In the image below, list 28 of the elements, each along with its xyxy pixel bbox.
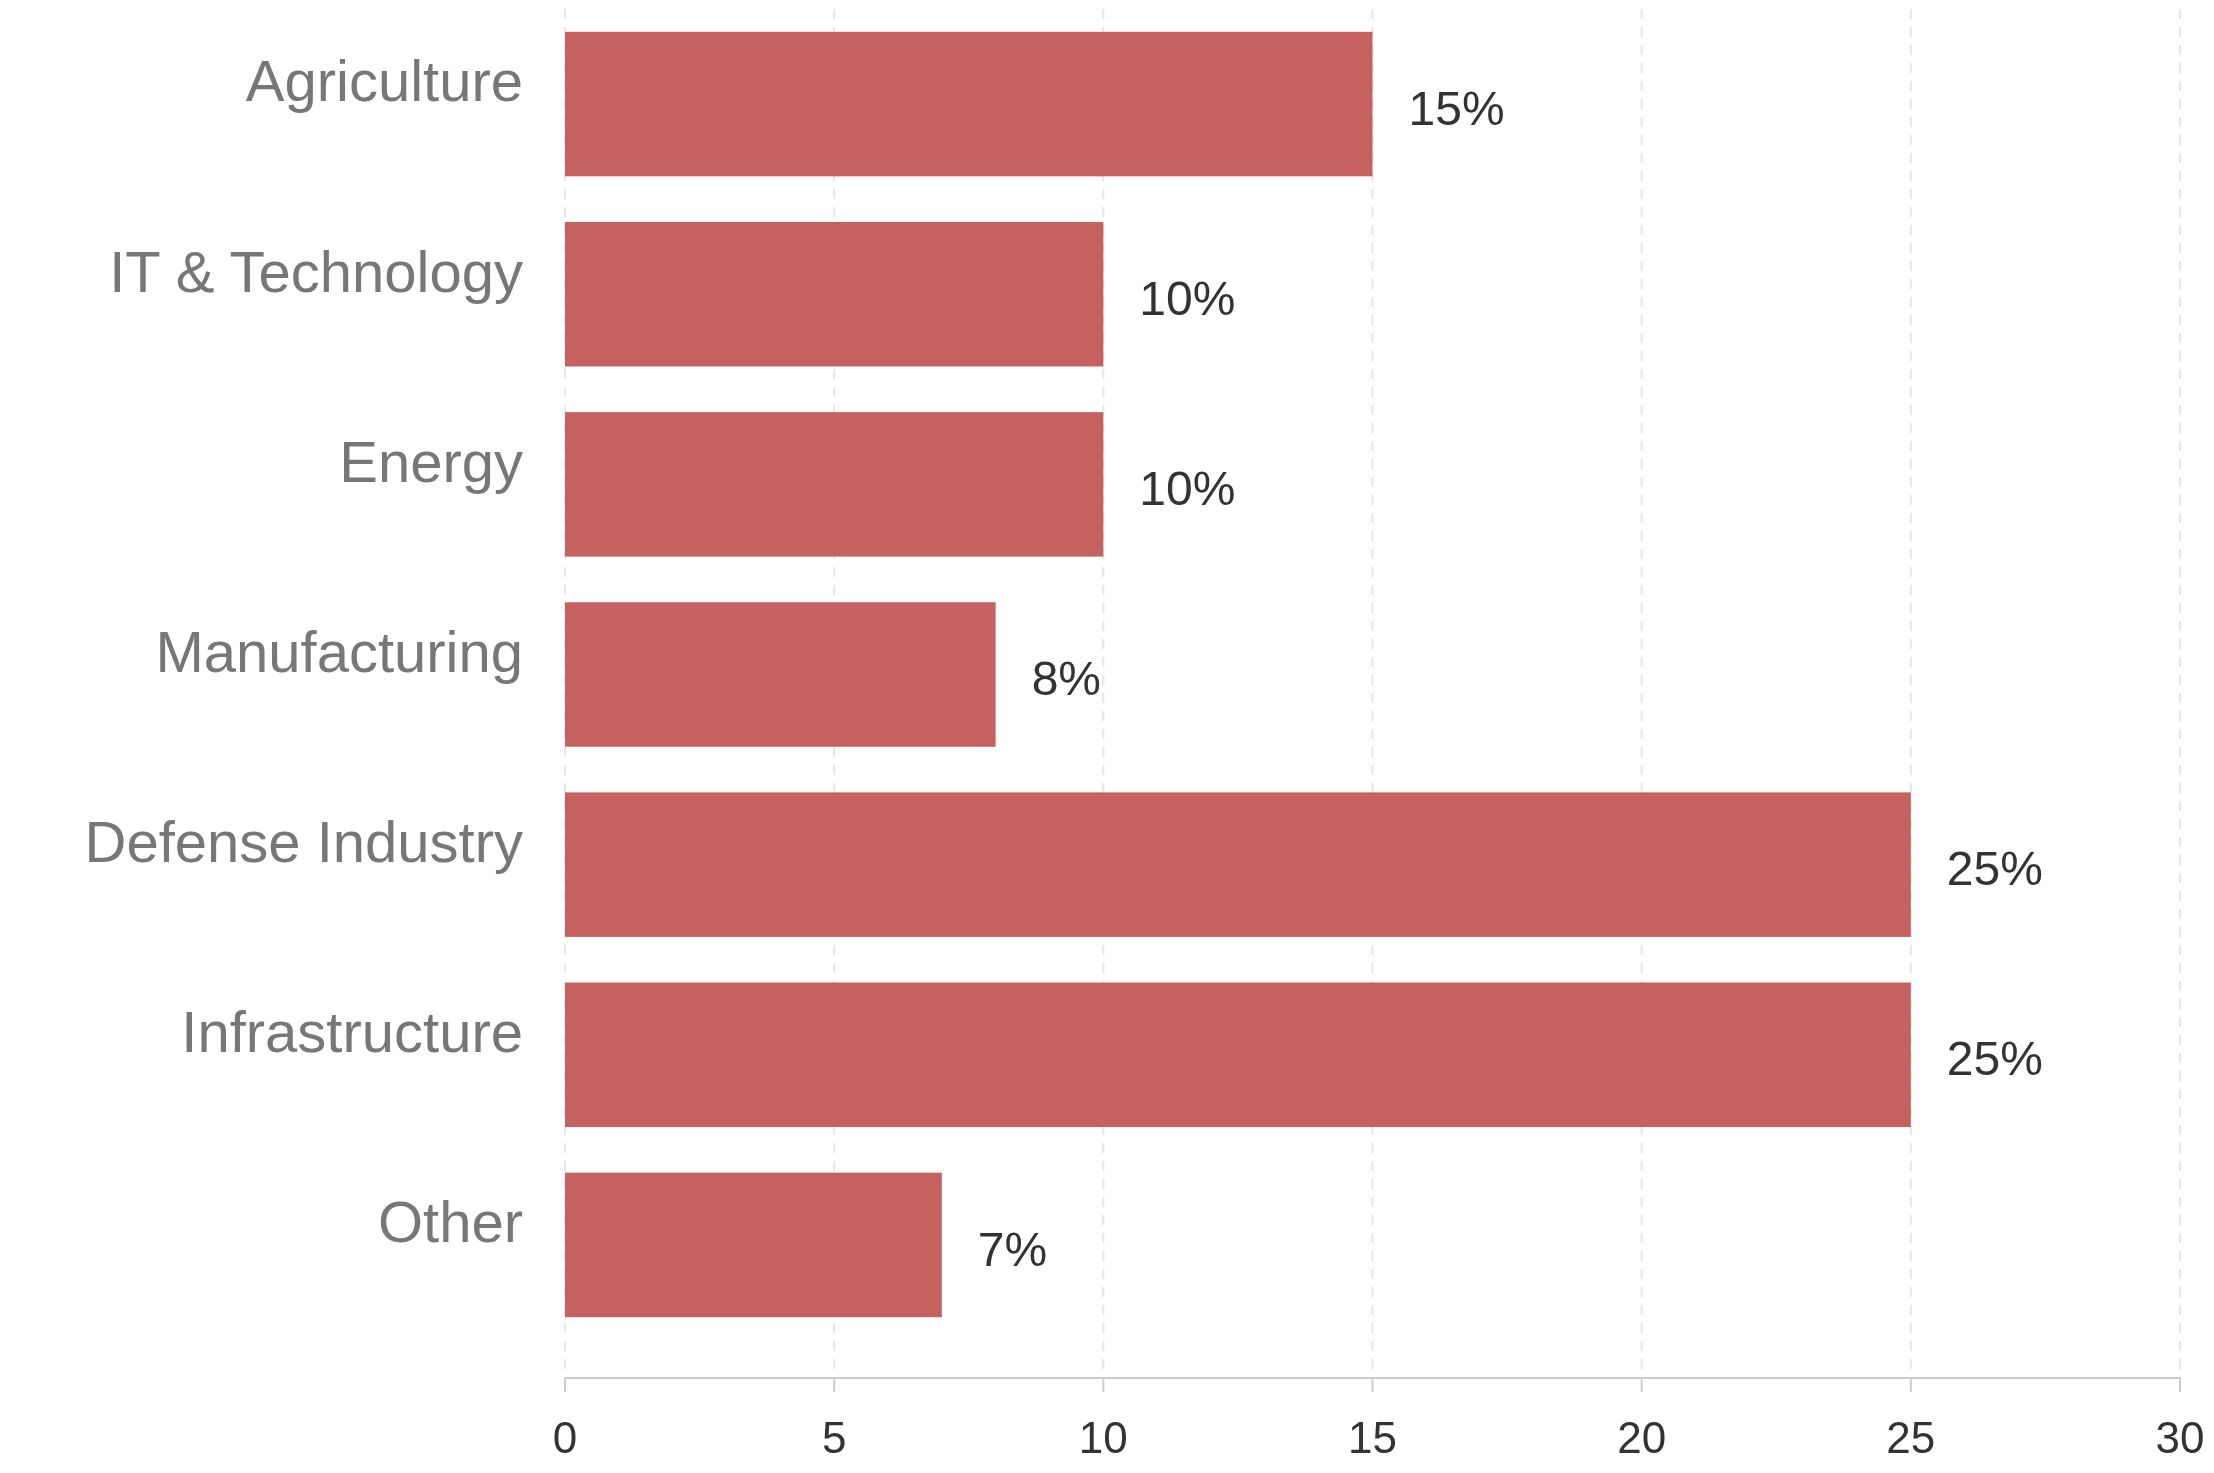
bar [565,792,1911,937]
bar [565,1172,942,1318]
bar [565,221,1104,367]
bar [565,31,1373,177]
y-tick-label: Manufacturing [155,618,523,684]
data-label: 8% [1031,652,1102,706]
x-tick-label: 0 [552,1413,578,1462]
data-label: 25% [1946,842,2043,896]
x-tick-label: 20 [1617,1413,1667,1462]
x-tick-label: 30 [2155,1413,2205,1462]
y-tick-label: IT & Technology [109,238,523,304]
x-tick-label: 5 [821,1413,847,1462]
y-tick-label: Other [377,1189,523,1255]
data-label: 10% [1139,462,1236,516]
x-tick-label: 25 [1886,1413,1936,1462]
x-tick-label: 15 [1348,1413,1397,1462]
data-label: 10% [1139,271,1236,325]
data-label: 15% [1408,81,1505,135]
y-tick-label: Infrastructure [181,999,523,1065]
bar [565,602,996,747]
y-tick-label: Agriculture [245,48,523,114]
y-tick-label: Energy [339,428,523,494]
data-label: 7% [977,1222,1048,1276]
x-tick-label: 10 [1078,1413,1128,1462]
bar [565,412,1104,557]
bar [565,982,1911,1128]
y-tick-label: Defense Industry [84,808,523,874]
data-label: 25% [1946,1032,2043,1086]
